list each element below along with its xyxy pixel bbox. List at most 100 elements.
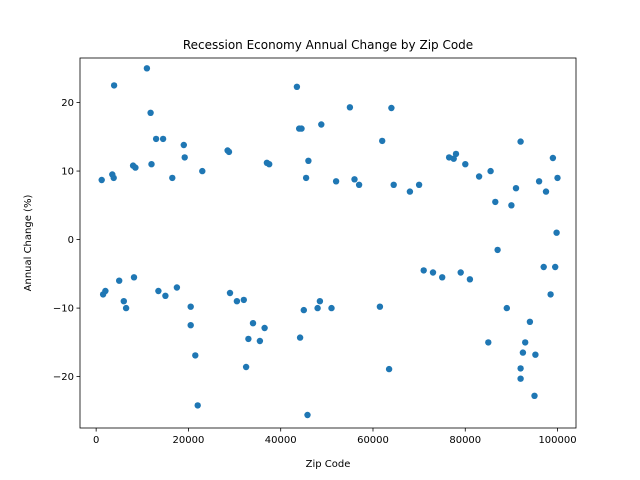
y-tick-label: 10 [61,167,74,178]
data-point [318,121,325,128]
data-point [415,181,423,188]
data-point [187,303,194,310]
data-point [535,178,543,185]
data-point [300,306,307,314]
data-point [293,83,301,91]
x-tick-label: 0 [93,435,99,446]
chart-title: Recession Economy Annual Change by Zip C… [183,38,473,52]
data-point [225,148,233,156]
data-point [540,263,547,271]
data-point [256,337,264,345]
data-point [517,375,524,382]
data-point [261,324,268,332]
data-point [475,173,483,180]
data-point [102,287,109,295]
x-tick-label: 20000 [173,435,205,446]
data-point [159,135,167,143]
data-point [122,304,130,312]
data-point [452,150,460,158]
data-point [162,292,169,299]
data-point [420,267,427,274]
data-point [180,141,187,149]
data-point [305,157,312,164]
data-point [517,138,524,145]
data-point [388,104,395,112]
data-point [155,287,162,295]
data-point [553,229,560,236]
data-point [314,304,321,312]
data-point [148,161,155,168]
x-tick-label: 100000 [538,435,576,446]
data-point [173,284,181,291]
x-tick-label: 40000 [265,435,297,446]
data-point [110,174,117,182]
data-point [519,349,527,356]
data-point [512,185,520,192]
data-point [199,167,206,175]
data-point [450,155,457,162]
data-point [526,318,534,325]
data-point [355,181,363,188]
data-point [328,304,335,312]
data-point [522,339,529,346]
data-point [245,335,252,343]
data-point [316,298,324,305]
data-point [485,339,492,346]
data-point [194,402,201,409]
data-point [302,174,310,182]
data-point [457,269,464,276]
data-point [390,181,397,188]
data-point [98,176,105,184]
data-point [152,135,160,143]
data-point [332,178,340,185]
data-point [379,137,386,145]
y-tick-label: 20 [61,98,74,109]
x-tick-label: 80000 [449,435,481,446]
data-point [242,363,250,371]
x-axis-label: Zip Code [306,459,351,470]
data-point [406,188,414,195]
data-point [132,164,139,171]
data-point [552,263,559,271]
x-axis-ticks: 0 20000 40000 60000 80000 100000 [93,428,577,446]
data-point [298,125,305,132]
data-point [492,198,499,206]
data-point [462,161,469,168]
y-tick-label: −10 [53,304,74,315]
data-point [181,154,188,161]
plot-frame [79,57,577,429]
data-point [503,304,510,312]
data-point [169,174,176,182]
data-point [508,202,515,209]
data-point [517,365,524,372]
y-axis-ticks: −20 −10 0 10 20 [53,98,80,383]
data-point [351,176,358,183]
y-tick-label: −20 [53,372,74,383]
data-point [266,161,273,168]
data-point [192,352,199,359]
data-point [240,296,247,304]
data-point [487,167,494,175]
y-axis-label: Annual Change (%) [23,195,34,292]
data-point [429,269,437,276]
data-point [147,109,154,117]
data-point [226,289,234,297]
data-point [531,392,538,399]
data-point [542,188,550,195]
data-point [549,154,557,162]
data-point [346,104,354,111]
x-tick-label: 60000 [357,435,389,446]
data-point [439,274,446,281]
data-points [98,65,561,419]
data-point [249,320,257,327]
data-point [143,65,151,72]
data-point [554,174,561,182]
data-point [376,303,384,310]
data-point [385,365,393,373]
data-point [547,291,554,298]
y-tick-label: 0 [68,235,74,246]
data-point [466,276,474,283]
data-point [187,322,194,329]
